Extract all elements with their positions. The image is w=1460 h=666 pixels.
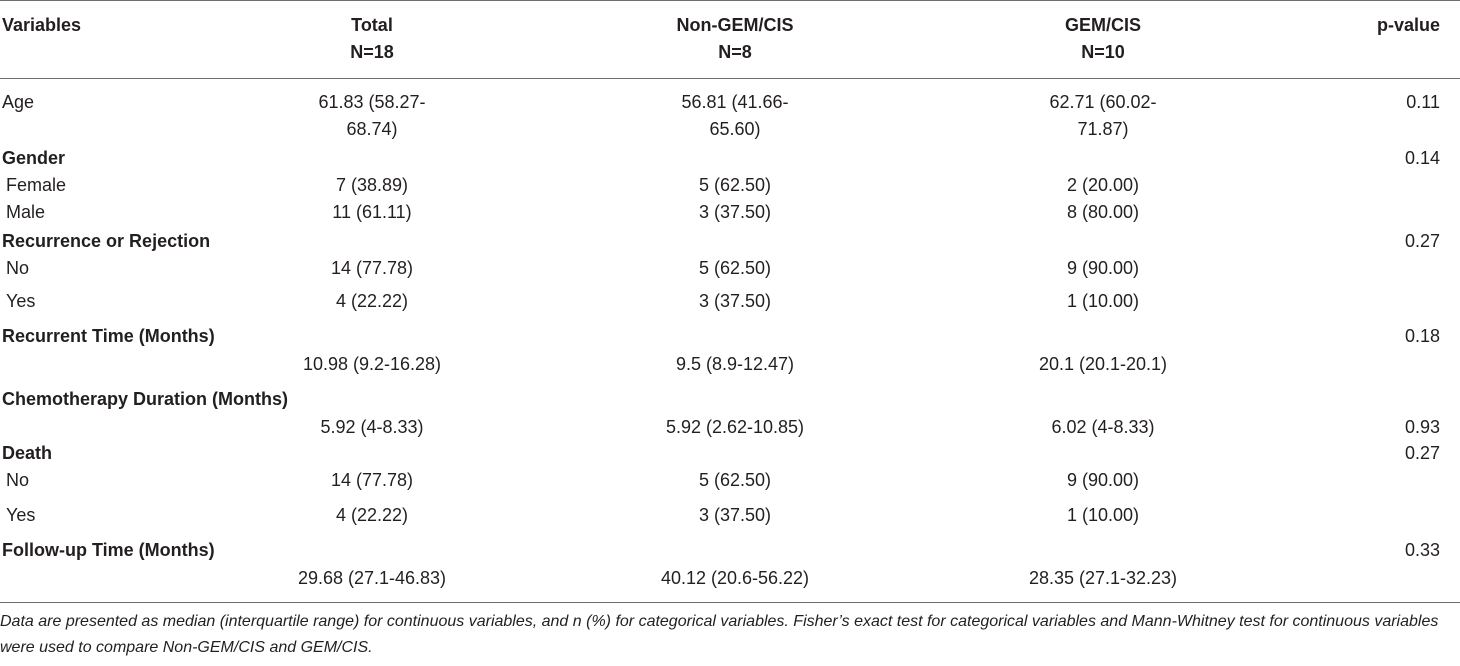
cell-nongem: 9.5 (8.9-12.47) <box>675 354 795 374</box>
header-bottom-rule <box>0 78 1460 79</box>
row-label: Gender <box>2 148 66 168</box>
table-footnote: Data are presented as median (interquart… <box>0 613 1439 656</box>
cell-gem: 71.87) <box>1077 119 1129 139</box>
row-label: Follow-up Time (Months) <box>2 540 215 560</box>
header-total: Total <box>351 15 393 35</box>
header-variables: Variables <box>2 15 82 35</box>
row-label: Male <box>6 202 46 222</box>
cell-gem: 9 (90.00) <box>1066 470 1140 490</box>
row-label: Recurrent Time (Months) <box>2 326 215 346</box>
cell-gem: 62.71 (60.02- <box>1049 92 1157 112</box>
cell-total: 10.98 (9.2-16.28) <box>302 354 442 374</box>
cell-total: 4 (22.22) <box>335 505 409 525</box>
cell-nongem: 3 (37.50) <box>698 291 772 311</box>
cell-nongem: 5.92 (2.62-10.85) <box>665 417 805 437</box>
cell-gem: 9 (90.00) <box>1066 258 1140 278</box>
cell-total: 11 (61.11) <box>332 202 412 222</box>
cell-nongem: 65.60) <box>709 119 761 139</box>
cell-total: 4 (22.22) <box>335 291 409 311</box>
cell-gem: 6.02 (4-8.33) <box>1051 417 1155 437</box>
row-label: Age <box>2 92 35 112</box>
cell-total: 14 (77.78) <box>330 470 414 490</box>
header-nongem: Non-GEM/CIS <box>676 15 794 35</box>
cell-gem: 28.35 (27.1-32.23) <box>1028 568 1178 588</box>
cell-total: 7 (38.89) <box>335 175 409 195</box>
cell-p: 0.18 <box>1404 326 1440 346</box>
header-pvalue: p-value <box>1376 15 1440 35</box>
cell-nongem: 5 (62.50) <box>698 258 772 278</box>
header-total-n: N=18 <box>350 42 394 62</box>
cell-p: 0.14 <box>1404 148 1440 168</box>
cell-gem: 1 (10.00) <box>1066 505 1140 525</box>
cell-gem: 20.1 (20.1-20.1) <box>1038 354 1168 374</box>
cell-gem: 8 (80.00) <box>1066 202 1140 222</box>
header-nongem-n: N=8 <box>718 42 752 62</box>
cell-p: 0.33 <box>1404 540 1440 560</box>
table-top-rule <box>0 0 1460 1</box>
cell-gem: 2 (20.00) <box>1066 175 1140 195</box>
cell-nongem: 3 (37.50) <box>698 202 772 222</box>
cell-p: 0.27 <box>1404 443 1440 463</box>
row-label: Recurrence or Rejection <box>2 231 211 251</box>
cell-p: 0.27 <box>1404 231 1440 251</box>
row-label: Yes <box>6 291 36 311</box>
row-label: Death <box>2 443 53 463</box>
header-gem-n: N=10 <box>1081 42 1125 62</box>
cell-nongem: 3 (37.50) <box>698 505 772 525</box>
row-label: No <box>6 470 30 490</box>
cell-total: 68.74) <box>346 119 398 139</box>
cell-gem: 1 (10.00) <box>1066 291 1140 311</box>
cell-p: 0.93 <box>1404 417 1440 437</box>
table-bottom-rule <box>0 602 1460 603</box>
cell-nongem: 56.81 (41.66- <box>681 92 789 112</box>
cell-nongem: 5 (62.50) <box>698 470 772 490</box>
cell-p: 0.11 <box>1406 92 1440 112</box>
cell-total: 14 (77.78) <box>330 258 414 278</box>
row-label: Female <box>6 175 67 195</box>
cell-nongem: 5 (62.50) <box>698 175 772 195</box>
row-label: Chemotherapy Duration (Months) <box>2 389 288 409</box>
cell-total: 61.83 (58.27- <box>318 92 426 112</box>
cell-total: 5.92 (4-8.33) <box>320 417 424 437</box>
cell-total: 29.68 (27.1-46.83) <box>297 568 447 588</box>
header-gem: GEM/CIS <box>1064 15 1141 35</box>
row-label: No <box>6 258 30 278</box>
row-label: Yes <box>6 505 36 525</box>
cell-nongem: 40.12 (20.6-56.22) <box>660 568 810 588</box>
